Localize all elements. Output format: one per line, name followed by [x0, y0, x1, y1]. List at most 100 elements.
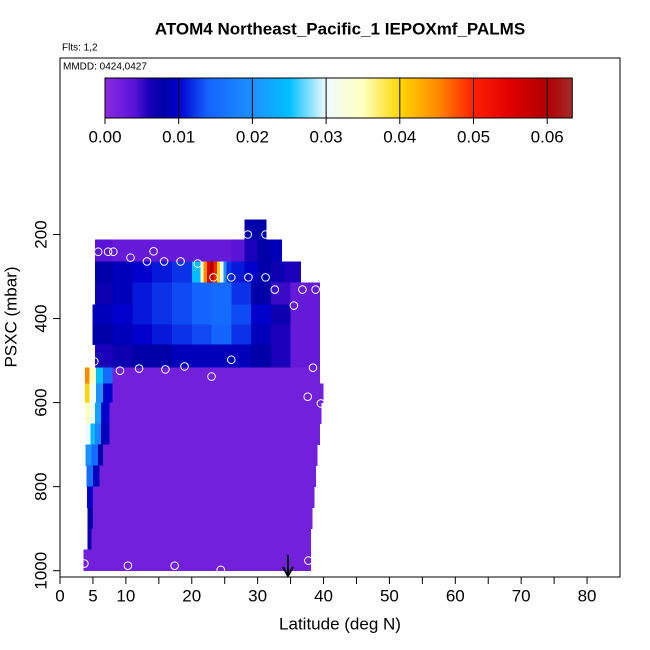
cell	[109, 423, 320, 446]
y-tick-label: 800	[31, 472, 50, 500]
cell	[270, 282, 291, 305]
cell	[251, 304, 272, 325]
observation-point	[243, 230, 253, 239]
cell	[112, 324, 133, 346]
cell	[290, 344, 320, 369]
cell	[231, 261, 245, 283]
observation-point	[123, 561, 133, 570]
cell	[85, 402, 91, 425]
cell	[270, 239, 282, 262]
cell	[231, 239, 245, 262]
cell	[89, 367, 97, 385]
cell	[100, 423, 110, 446]
cell	[172, 304, 193, 325]
cell	[211, 282, 232, 305]
cell	[109, 402, 322, 425]
cell	[216, 261, 221, 283]
cell	[284, 261, 301, 283]
colorbar-tick-label: 0.06	[531, 127, 564, 146]
cell	[270, 324, 291, 346]
cell	[86, 465, 94, 488]
x-tick-label: 80	[578, 586, 597, 605]
y-tick-label: 1000	[31, 552, 50, 590]
cell	[211, 344, 232, 369]
cell	[270, 304, 291, 325]
colorbar-tick-label: 0.05	[457, 127, 490, 146]
x-tick-label: 30	[248, 586, 267, 605]
cell	[132, 324, 153, 346]
cell	[210, 261, 214, 283]
x-tick-label: 60	[446, 586, 465, 605]
cell	[94, 402, 102, 425]
cell	[112, 304, 133, 325]
cell	[270, 344, 291, 369]
cell	[251, 344, 272, 369]
cell	[213, 261, 218, 283]
observation-point	[244, 273, 253, 282]
observation-point	[161, 365, 170, 374]
cell	[290, 324, 320, 346]
observation-point	[89, 357, 99, 366]
cell	[191, 324, 212, 346]
cell	[99, 465, 317, 488]
observation-point	[207, 372, 216, 381]
cell	[96, 367, 104, 385]
observation-point	[226, 273, 236, 282]
cell	[251, 282, 272, 305]
cell	[85, 423, 91, 446]
y-axis-label: PSXC (mbar)	[1, 266, 20, 367]
cell	[92, 465, 100, 488]
observation-point	[134, 364, 144, 373]
x-tick-label: 50	[380, 586, 399, 605]
observation-point	[109, 247, 118, 257]
cell	[112, 261, 133, 283]
cell	[211, 239, 232, 262]
colorbar-tick-label: 0.02	[236, 127, 269, 146]
colorbar-tick-label: 0.00	[88, 127, 121, 146]
cell	[231, 282, 252, 305]
y-tick-label: 200	[31, 220, 50, 248]
cell	[172, 344, 193, 369]
cell	[152, 261, 173, 283]
cell	[191, 261, 201, 283]
observation-point	[216, 565, 226, 575]
cell	[290, 304, 320, 325]
cell	[92, 486, 315, 509]
cell	[220, 261, 224, 283]
x-tick-label: 70	[512, 586, 531, 605]
cell	[91, 528, 311, 551]
cell	[231, 344, 252, 369]
cell	[85, 367, 91, 385]
cell	[102, 444, 318, 467]
cell	[270, 261, 285, 283]
cell	[85, 383, 91, 403]
x-tick-label: 40	[314, 586, 333, 605]
y-tick-label: 400	[31, 304, 50, 332]
colorbar	[104, 77, 573, 119]
observation-point	[316, 399, 326, 408]
cell	[100, 402, 110, 425]
colorbar-tick-label: 0.04	[383, 127, 416, 146]
cell	[290, 282, 320, 305]
observation-point	[311, 285, 320, 294]
curtain	[83, 219, 324, 572]
cell	[152, 282, 173, 305]
cell	[223, 261, 228, 283]
cell	[152, 239, 173, 262]
observation-point	[304, 556, 313, 565]
observation-point	[209, 273, 218, 282]
observation-point	[103, 247, 113, 257]
observation-point	[193, 259, 202, 268]
cell	[92, 324, 114, 346]
cell	[92, 304, 114, 325]
cell	[257, 261, 272, 283]
cell	[211, 304, 232, 325]
observation-point	[115, 366, 125, 375]
cell	[226, 261, 232, 283]
cell	[102, 367, 114, 385]
cell	[98, 444, 104, 467]
cell	[191, 239, 212, 262]
observation-point	[261, 230, 270, 239]
cell	[102, 383, 114, 403]
